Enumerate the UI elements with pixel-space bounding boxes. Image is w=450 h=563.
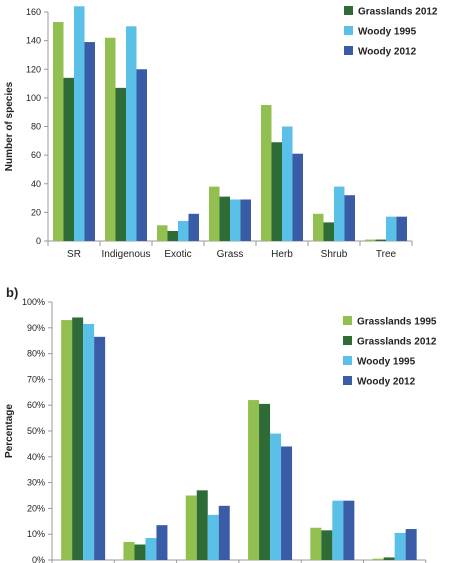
bar-woody-2012 [405,529,417,560]
legend-label: Woody 2012 [357,377,416,388]
legend-swatch [343,316,352,325]
bar-woody-2012 [292,153,303,241]
legend-label: Woody 1995 [357,357,416,368]
y-axis-title: Number of species [4,81,15,171]
y-tick-label: 20% [27,503,45,513]
bar-woody-1995 [145,538,157,560]
y-tick-label: 0 [36,236,41,246]
y-tick-label: 60% [27,400,45,410]
y-tick-label: 10% [27,529,45,539]
bar-grasslands-1995 [372,558,384,560]
legend-label: Grasslands 1995 [357,317,437,328]
bar-grasslands-1995 [61,320,73,560]
x-category-label: SR [67,249,81,260]
legend-swatch [344,46,353,55]
bar-grasslands-1995 [248,400,260,560]
x-category-label: Indigenous [102,249,151,260]
x-category-label: Exotic [164,249,191,260]
bar-grasslands-2012 [375,239,386,241]
bar-woody-1995 [386,216,397,241]
x-category-label: Grass [217,249,244,260]
bar-unlabeled-series [209,186,220,241]
y-tick-label: 30% [27,478,45,488]
bar-woody-2012 [136,69,147,241]
x-category-label: Shrub [321,249,348,260]
legend-label: Grasslands 2012 [357,337,437,348]
x-category-label: Herb [271,249,293,260]
bar-woody-1995 [126,26,137,241]
bar-grasslands-2012 [63,77,74,242]
y-tick-label: 40 [31,179,41,189]
y-tick-label: 80% [27,349,45,359]
bar-grasslands-2012 [271,142,282,241]
bar-grasslands-2012 [259,403,271,560]
bar-woody-2012 [188,213,199,241]
bar-grasslands-2012 [219,196,230,241]
bar-woody-1995 [334,186,345,241]
bar-woody-1995 [270,433,282,560]
bar-grasslands-2012 [167,230,178,241]
legend-label: Woody 1995 [358,27,417,38]
legend-swatch [344,26,353,35]
y-tick-label: 100% [22,297,45,307]
y-tick-label: 40% [27,452,45,462]
bar-unlabeled-series [365,239,376,241]
legend-swatch [343,376,352,385]
bar-unlabeled-series [313,213,324,241]
bar-grasslands-2012 [321,530,333,560]
bar-grasslands-1995 [185,495,197,560]
bar-unlabeled-series [105,37,116,242]
bar-woody-1995 [74,6,85,242]
bar-grasslands-1995 [123,541,135,560]
bar-woody-2012 [218,505,230,560]
bar-woody-2012 [156,525,168,560]
y-tick-label: 100 [26,93,41,103]
y-tick-label: 120 [26,64,41,74]
y-tick-label: 90% [27,323,45,333]
y-axis-title: Percentage [4,404,15,458]
y-tick-label: 70% [27,374,45,384]
y-tick-label: 50% [27,426,45,436]
y-tick-label: 60 [31,150,41,160]
bar-woody-2012 [344,195,355,241]
bar-woody-1995 [230,199,241,241]
bar-unlabeled-series [261,105,272,241]
chart-panel-a: 0 20 40 60 80 100 120 140 160 Number of species SR… [4,6,438,260]
legend-label: Grasslands 2012 [358,7,438,18]
x-category-label: Tree [376,249,397,260]
y-tick-label: 80 [31,122,41,132]
bar-woody-2012 [240,199,251,241]
bar-grasslands-2012 [383,557,395,560]
bar-grasslands-2012 [115,87,126,241]
bar-woody-1995 [207,514,219,560]
bar-woody-1995 [394,532,406,560]
bar-unlabeled-series [53,22,64,241]
bar-grasslands-2012 [323,222,334,241]
legend-label: Woody 2012 [358,47,417,58]
bar-woody-2012 [396,216,407,241]
bar-woody-1995 [332,500,344,560]
bar-grasslands-2012 [72,317,84,560]
bar-woody-2012 [84,42,95,242]
legend-swatch [343,356,352,365]
bar-woody-1995 [83,323,95,560]
panel-label: b) [6,285,18,300]
bar-grasslands-2012 [196,490,208,560]
bar-woody-1995 [282,126,293,241]
bar-woody-2012 [94,336,106,560]
bar-woody-1995 [178,220,189,241]
legend-swatch [344,6,353,15]
y-tick-label: 0% [32,555,45,563]
bar-woody-2012 [281,446,293,560]
bar-unlabeled-series [157,225,168,241]
chart-panel-b: b) 0% 10% 20% 30% 40% 50% 60% 70% 80% 90% 100% Perce… [4,285,437,563]
y-tick-label: 160 [26,7,41,17]
y-tick-label: 20 [31,207,41,217]
bar-woody-2012 [343,500,355,560]
legend-swatch [343,336,352,345]
bar-grasslands-2012 [134,544,146,560]
bar-grasslands-1995 [310,527,322,560]
y-tick-label: 140 [26,36,41,46]
